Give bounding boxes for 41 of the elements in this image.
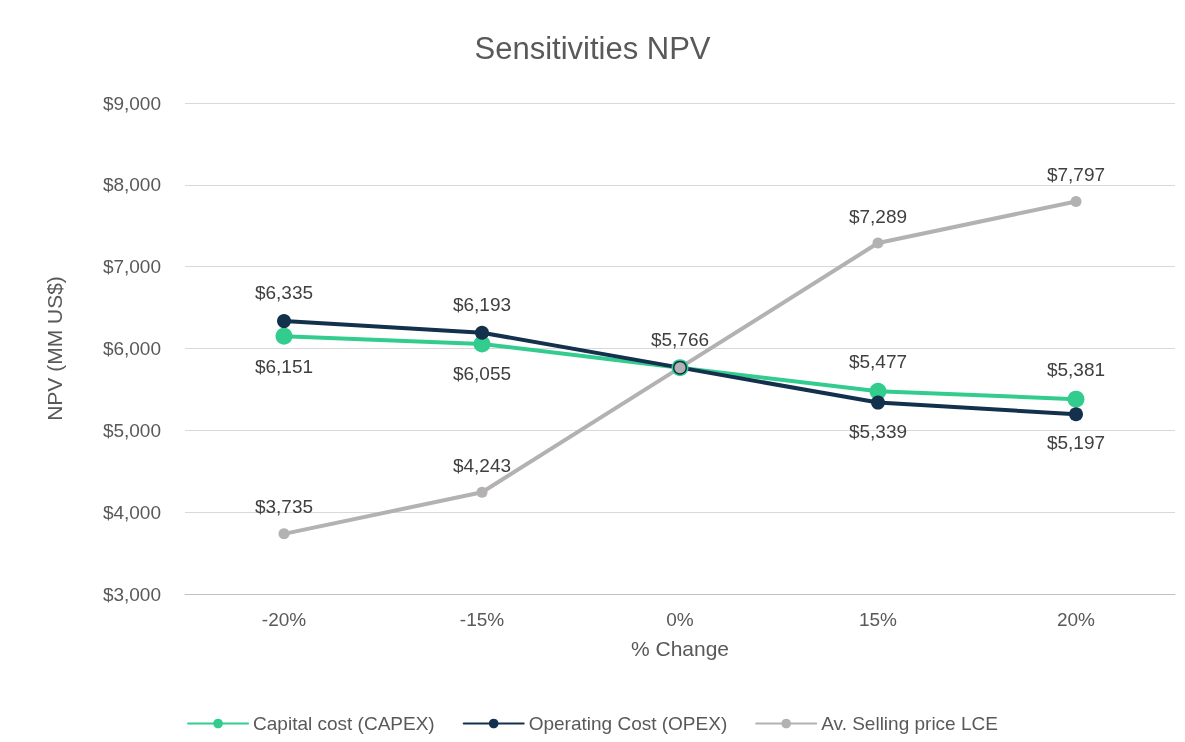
data-label: $4,243 — [452, 454, 512, 476]
x-tick-label: -15% — [459, 609, 505, 630]
x-tick-label: -20% — [261, 609, 307, 630]
x-axis-title: % Change — [630, 637, 730, 660]
y-tick-label: $3,000 — [102, 583, 161, 605]
y-tick-label: $8,000 — [102, 174, 161, 196]
point — [872, 237, 884, 249]
legend-label: Operating Cost (OPEX) — [528, 713, 728, 734]
point — [278, 528, 290, 540]
data-label: $6,335 — [254, 282, 314, 304]
y-tick-label: $9,000 — [102, 92, 161, 114]
data-label: $3,735 — [254, 496, 314, 518]
y-tick-label: $7,000 — [102, 256, 161, 278]
point — [871, 395, 885, 410]
chart-title: Sensitivities NPV — [474, 31, 711, 66]
data-label: $5,339 — [848, 420, 908, 442]
y-tick-label: $4,000 — [102, 501, 161, 523]
y-tick-label: $6,000 — [102, 338, 161, 359]
data-label: $5,197 — [1046, 432, 1106, 454]
point — [476, 486, 488, 498]
data-label: $6,193 — [452, 293, 512, 315]
y-axis-title: NPV (MM US$) — [43, 276, 66, 421]
point — [1067, 390, 1085, 408]
data-label: $5,477 — [848, 350, 908, 372]
legend-label: Av. Selling price LCE — [821, 713, 998, 734]
data-label: $5,766 — [650, 328, 710, 350]
x-tick-label: 15% — [858, 609, 898, 630]
x-tick-label: 0% — [666, 609, 694, 630]
data-label: $6,151 — [254, 355, 314, 377]
point — [475, 325, 489, 340]
data-label: $5,381 — [1046, 358, 1106, 380]
y-tick-label: $5,000 — [102, 419, 161, 441]
point — [1070, 195, 1082, 207]
point — [275, 327, 293, 345]
x-tick-label: 20% — [1056, 609, 1096, 630]
data-label: $7,289 — [848, 205, 908, 227]
point — [277, 314, 291, 329]
legend-label: Capital cost (CAPEX) — [253, 713, 435, 734]
data-label: $7,797 — [1046, 163, 1106, 185]
data-label: $6,055 — [452, 363, 512, 385]
point — [1069, 407, 1083, 422]
